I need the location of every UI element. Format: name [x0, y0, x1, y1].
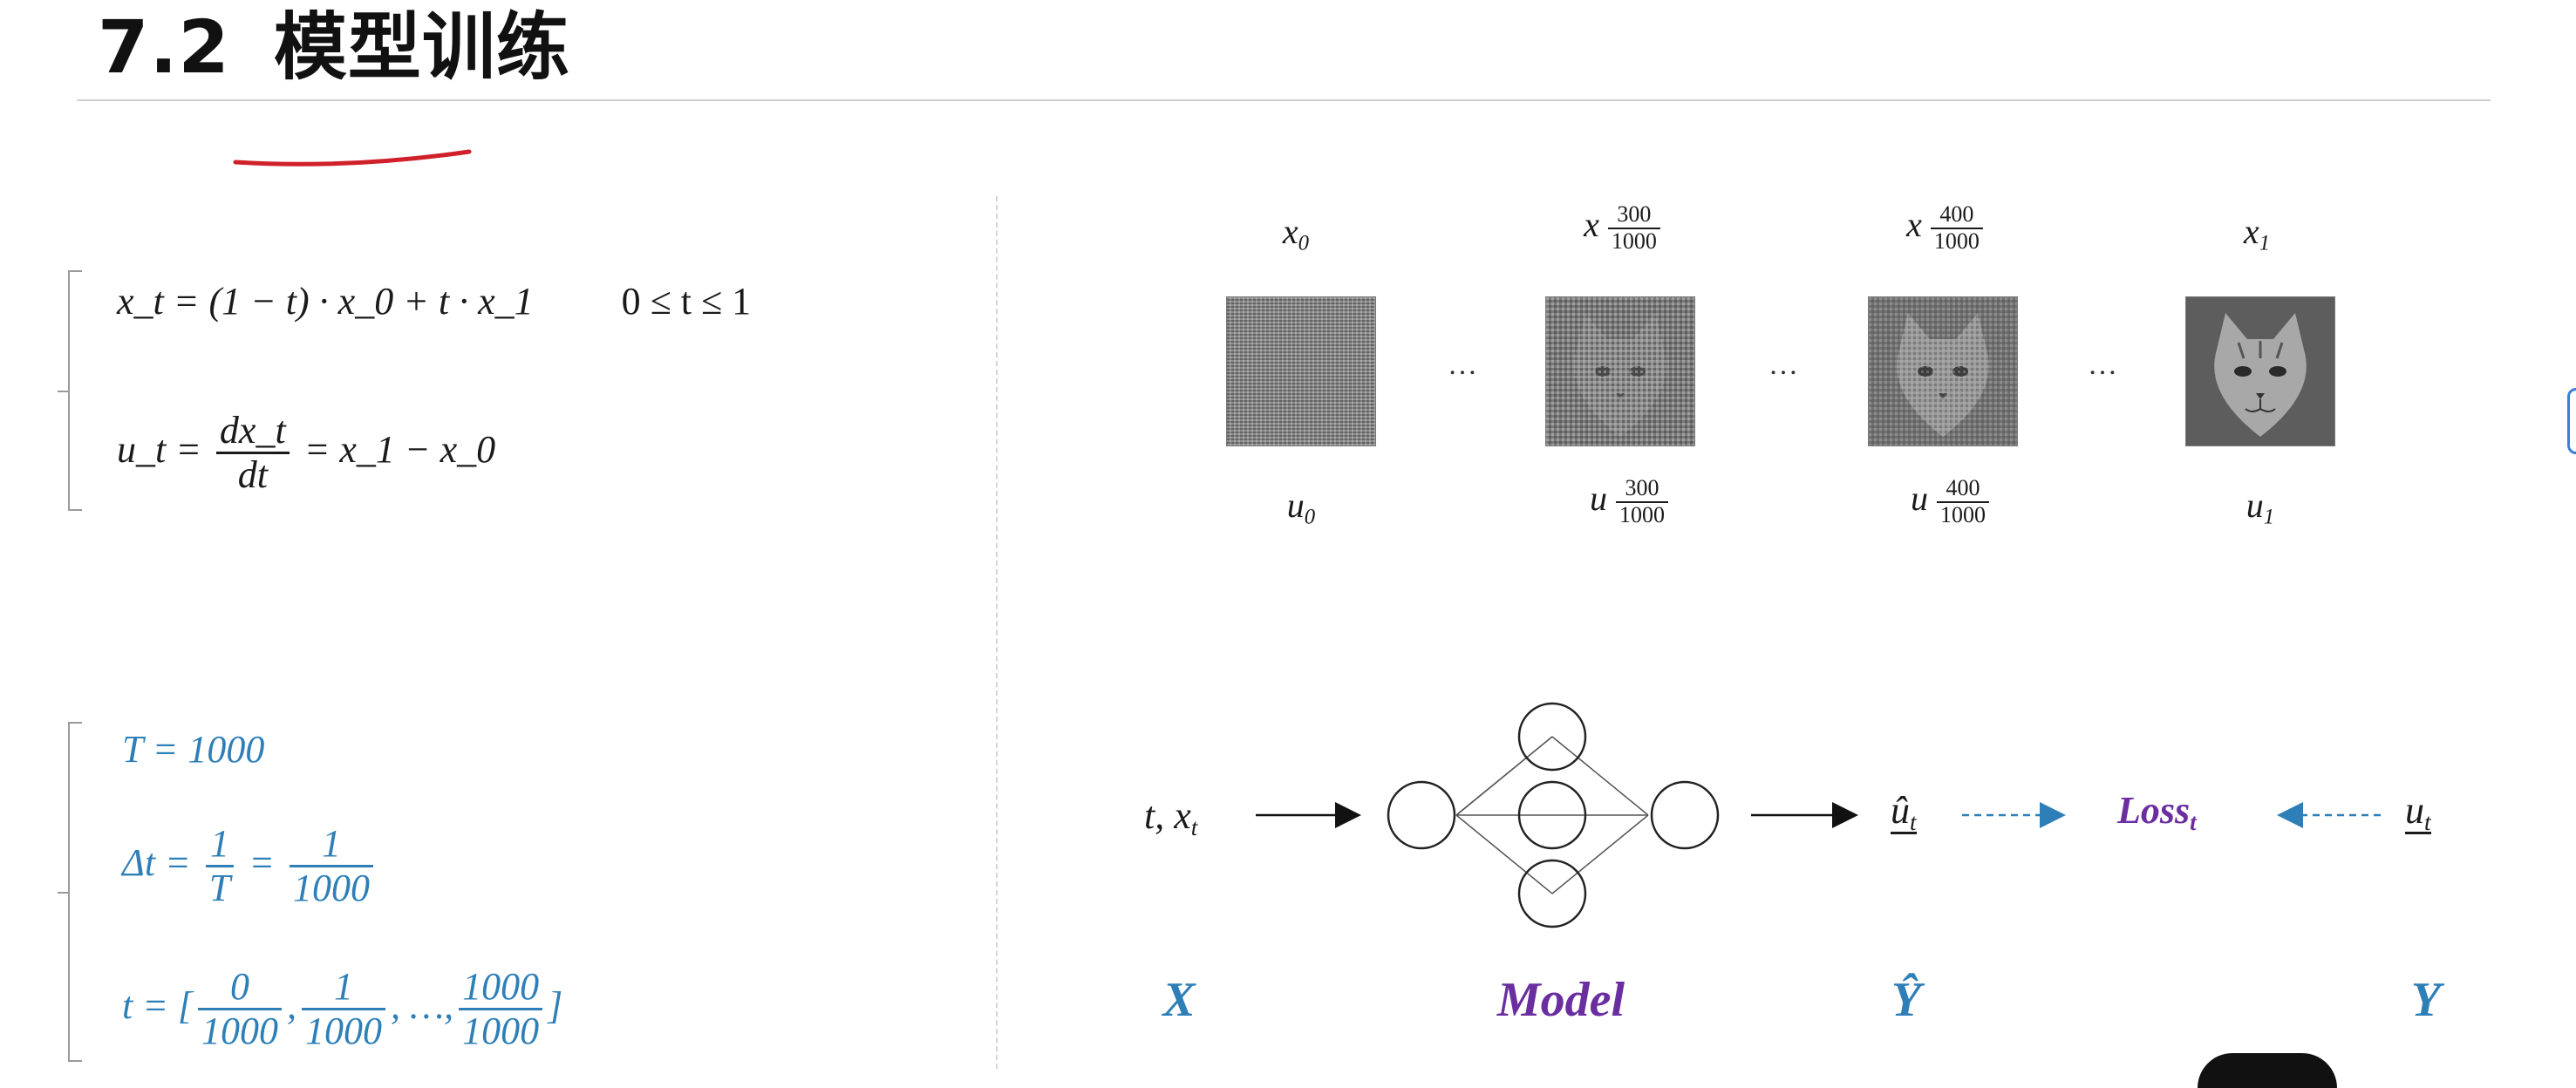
prediction-u-hat: ût: [1891, 789, 1917, 836]
label-X: X: [1162, 973, 1196, 1027]
cat-noisy-400: [1868, 296, 2018, 446]
label-x300: x 300 1000: [1544, 201, 1700, 254]
ellipsis-1: …: [1448, 349, 1477, 381]
noise-image: [1226, 296, 1376, 446]
ellipsis-3: …: [2088, 349, 2117, 381]
cat-noisy-300: [1545, 296, 1695, 446]
header-divider: [77, 99, 2491, 101]
label-u0: u0: [1286, 486, 1316, 529]
t-range: 0 ≤ t ≤ 1: [621, 280, 752, 323]
loss-arrows: [1962, 802, 2381, 828]
edge-widget-fragment[interactable]: [2567, 388, 2576, 454]
pipeline-input: t, xt: [1144, 794, 1198, 841]
interpolation-formula: x_t = (1 − t) · x_0 + t · x_1 0 ≤ t ≤ 1: [117, 280, 752, 323]
label-u1: u1: [2245, 486, 2275, 529]
cat-clean: [2185, 296, 2335, 446]
derivative-fraction: dx_t dt: [215, 409, 290, 497]
section-number: 7.2: [98, 4, 230, 90]
section-heading: 7.2 模型训练: [98, 0, 570, 94]
label-model: Model: [1496, 973, 1625, 1027]
formula-brace-bottom: [58, 722, 82, 1062]
T-formula: T = 1000: [122, 728, 265, 771]
label-x1: x1: [2243, 212, 2271, 255]
section-title: 模型训练: [273, 4, 570, 90]
label-x400: x 400 1000: [1866, 201, 2023, 254]
loss-label: Losst: [2117, 789, 2197, 836]
presenter-silhouette: [2198, 1053, 2337, 1088]
column-divider: [996, 196, 998, 1069]
target-u: ut: [2405, 789, 2431, 836]
label-u400: u 400 1000: [1871, 475, 2028, 527]
label-x0: x0: [1282, 212, 1310, 255]
red-underline-annotation: [233, 149, 472, 167]
t-sequence-formula: t = [0 1000, 1 1000, …, 1000 1000]: [122, 965, 563, 1053]
label-Y-hat: Ŷ: [1891, 973, 1922, 1027]
label-Y: Y: [2410, 973, 2442, 1027]
label-u300: u 300 1000: [1550, 475, 1707, 527]
ellipsis-2: …: [1768, 349, 1798, 381]
velocity-formula: u_t = dx_t dt = x_1 − x_0: [117, 409, 496, 497]
formula-brace-top: [58, 270, 82, 511]
model-network-diagram: [1256, 702, 1858, 928]
